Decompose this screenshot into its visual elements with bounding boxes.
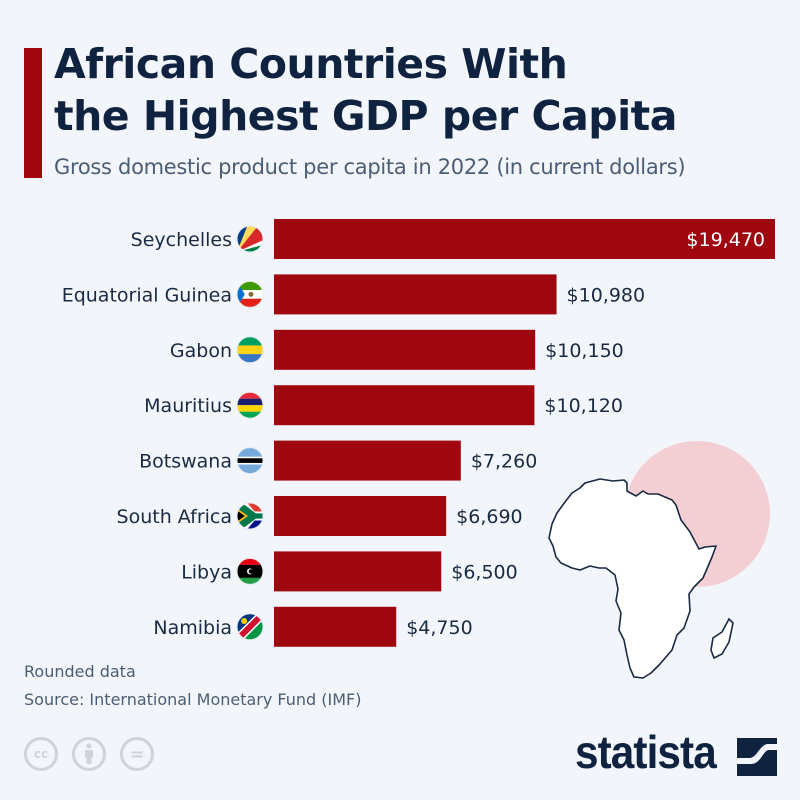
category-label: South Africa: [117, 506, 232, 528]
bar: [274, 606, 397, 647]
africa-map-icon: [548, 441, 770, 679]
bar: [274, 385, 535, 426]
source-note: Source: International Monetary Fund (IMF…: [24, 690, 362, 709]
bar: [274, 274, 557, 315]
bar: [274, 440, 461, 481]
value-label: $4,750: [406, 617, 472, 639]
value-label: $6,500: [451, 561, 517, 583]
namibia-flag-icon: [237, 613, 263, 640]
bar: [274, 496, 447, 536]
statista-logo-icon[interactable]: [737, 738, 777, 776]
value-label: $19,470: [686, 229, 765, 251]
africa-outline: [548, 478, 717, 679]
value-label: $10,980: [567, 284, 646, 306]
gabon-flag-icon: [237, 336, 263, 363]
cc-label: cc: [33, 747, 49, 761]
cc-icon[interactable]: cc: [24, 737, 58, 771]
category-label: Botswana: [139, 451, 232, 473]
category-label: Gabon: [170, 340, 232, 362]
mauritius-flag-icon: [237, 392, 263, 419]
bar: [274, 329, 536, 370]
category-label: Libya: [181, 561, 232, 583]
category-label: Equatorial Guinea: [62, 284, 232, 306]
attribution-icon[interactable]: [72, 737, 106, 771]
value-label: $10,120: [544, 395, 623, 417]
footnote-rounded: Rounded data: [24, 662, 136, 681]
person-glyph: [85, 743, 93, 764]
title-line-1: African Countries With: [54, 40, 568, 88]
chart-subtitle: Gross domestic product per capita in 202…: [54, 155, 686, 179]
statista-logo-text[interactable]: statista: [575, 726, 717, 778]
category-label: Namibia: [153, 617, 232, 639]
bar: [274, 219, 775, 259]
bar: [274, 551, 442, 592]
libya-flag-icon: [237, 558, 263, 585]
value-label: $7,260: [471, 451, 537, 473]
botswana-flag-icon: [237, 447, 263, 474]
chart-title: African Countries With the Highest GDP p…: [54, 38, 677, 142]
value-label: $6,690: [456, 506, 522, 528]
nd-label: =: [129, 743, 145, 765]
south-africa-flag-icon: [237, 503, 263, 529]
no-derivatives-icon[interactable]: =: [120, 737, 154, 771]
value-label: $10,150: [545, 340, 624, 362]
title-line-2: the Highest GDP per Capita: [54, 92, 677, 140]
madagascar-outline: [710, 617, 734, 660]
category-label: Mauritius: [144, 395, 232, 417]
seychelles-flag-icon: [237, 226, 263, 252]
category-label: Seychelles: [131, 229, 232, 251]
title-accent-bar: [24, 48, 42, 178]
